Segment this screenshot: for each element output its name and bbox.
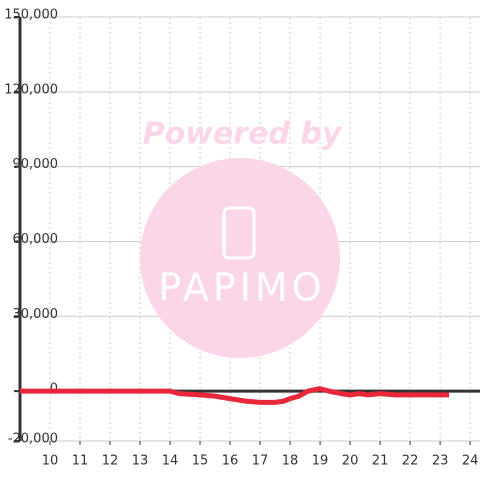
x-tick-label: 18 [282, 454, 299, 469]
x-tick-label: 11 [72, 454, 89, 469]
x-tick-label: 21 [372, 454, 389, 469]
y-tick-label: 120,000 [4, 82, 58, 97]
y-tick-label: 150,000 [4, 8, 58, 23]
watermark-text: Powered by [143, 117, 343, 152]
y-tick-label: 60,000 [13, 232, 59, 247]
x-tick-label: 24 [462, 454, 479, 469]
x-tick-label: 23 [432, 454, 449, 469]
x-tick-label: 15 [192, 454, 209, 469]
x-tick-label: 17 [252, 454, 269, 469]
series-line [20, 386, 450, 405]
x-tick-label: 16 [222, 454, 239, 469]
watermark-logo: PAPIMO [158, 266, 325, 310]
x-tick-label: 13 [132, 454, 149, 469]
x-tick-label: 20 [342, 454, 359, 469]
x-tick-label: 22 [402, 454, 419, 469]
y-tick-label: 90,000 [13, 157, 59, 172]
x-tick-label: 14 [162, 454, 179, 469]
x-tick-label: 12 [102, 454, 119, 469]
x-tick-label: 19 [312, 454, 329, 469]
x-tick-label: 10 [42, 454, 59, 469]
y-tick-label: 30,000 [13, 307, 59, 322]
watermark-icon [222, 206, 256, 260]
